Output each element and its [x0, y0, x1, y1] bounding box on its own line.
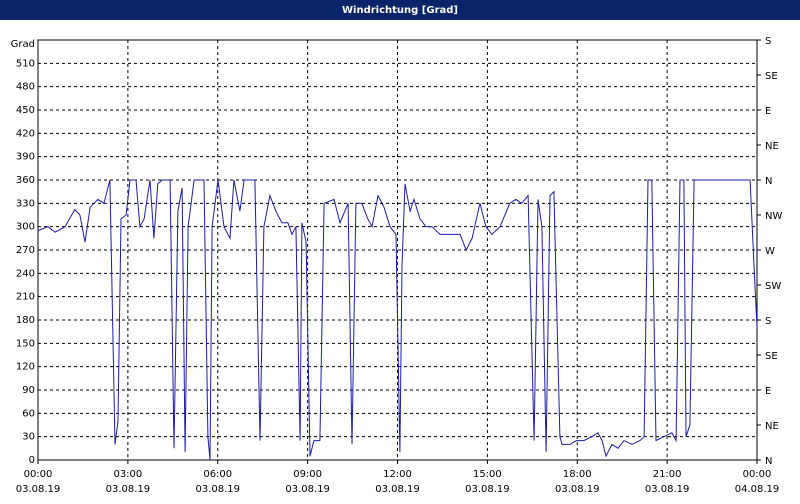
y2-tick-label: NE [765, 141, 779, 152]
x-tick-date: 03.08.19 [195, 484, 240, 495]
y-tick-label: 240 [16, 268, 35, 279]
x-tick-date: 03.08.19 [645, 484, 690, 495]
y-tick-label: 30 [22, 432, 35, 443]
y-tick-label: 180 [16, 315, 35, 326]
y-tick-label: 300 [16, 222, 35, 233]
y-tick-label: 210 [16, 292, 35, 303]
y2-tick-label: NE [765, 421, 779, 432]
y-tick-label: 330 [16, 198, 35, 209]
y-tick-label: 90 [22, 385, 35, 396]
x-tick-label: 09:00 [293, 469, 322, 480]
x-tick-label: 03:00 [113, 469, 142, 480]
y2-tick-label: E [765, 106, 771, 117]
y-tick-label: 120 [16, 362, 35, 373]
y2-tick-label: SE [765, 351, 778, 362]
y-tick-label: 270 [16, 245, 35, 256]
x-tick-label: 00:00 [743, 469, 772, 480]
title-bar [0, 0, 800, 20]
y2-tick-label: S [765, 36, 771, 47]
y2-tick-label: W [765, 246, 775, 257]
y-tick-label: Grad [11, 39, 35, 50]
y-tick-label: 450 [16, 105, 35, 116]
y2-tick-label: N [765, 456, 772, 467]
y2-tick-label: N [765, 176, 772, 187]
x-tick-date: 03.08.19 [465, 484, 510, 495]
x-tick-label: 15:00 [473, 469, 502, 480]
plot-frame [37, 39, 758, 461]
y2-tick-label: S [765, 316, 771, 327]
x-tick-label: 00:00 [24, 469, 53, 480]
y-tick-label: 150 [16, 338, 35, 349]
y-tick-label: 390 [16, 152, 35, 163]
x-tick-date: 03.08.19 [285, 484, 330, 495]
y-tick-label: 480 [16, 82, 35, 93]
y2-tick-label: SE [765, 71, 778, 82]
x-tick-label: 06:00 [203, 469, 232, 480]
y-tick-label: 510 [16, 58, 35, 69]
x-tick-date: 03.08.19 [375, 484, 420, 495]
y-tick-label: 420 [16, 128, 35, 139]
x-tick-date: 03.08.19 [106, 484, 151, 495]
x-tick-date: 03.08.19 [555, 484, 600, 495]
x-tick-label: 21:00 [653, 469, 682, 480]
y2-tick-label: E [765, 386, 771, 397]
chart-title: Windrichtung [Grad] [342, 5, 458, 16]
x-tick-label: 18:00 [563, 469, 592, 480]
y2-tick-label: SW [765, 281, 781, 292]
data-line [37, 179, 758, 461]
y-tick-label: 60 [22, 408, 35, 419]
x-tick-date: 03.08.19 [16, 484, 61, 495]
x-tick-date: 04.08.19 [735, 484, 780, 495]
x-tick-label: 12:00 [383, 469, 412, 480]
y2-tick-label: NW [765, 211, 782, 222]
y-tick-label: 360 [16, 175, 35, 186]
y-tick-label: 0 [29, 455, 35, 466]
